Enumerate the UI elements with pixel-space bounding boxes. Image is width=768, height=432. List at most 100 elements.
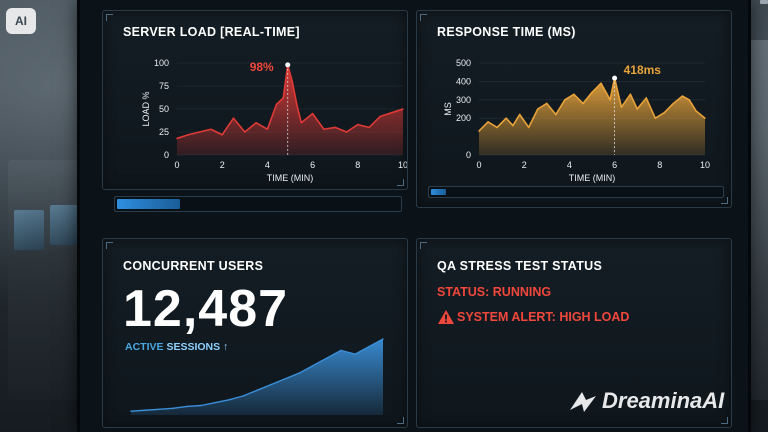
data-point <box>609 99 611 101</box>
annotation-point <box>285 62 291 68</box>
response-time-progress-fill <box>431 189 446 195</box>
x-tick-label: 6 <box>310 160 315 170</box>
ai-badge: AI <box>6 8 36 34</box>
qa-status-title: QA STRESS TEST STATUS <box>437 259 603 273</box>
data-point <box>636 108 638 110</box>
data-point <box>256 389 258 392</box>
data-point <box>282 97 285 99</box>
y-tick-label: 0 <box>466 150 471 160</box>
data-point <box>487 121 489 123</box>
x-tick-label: 2 <box>522 160 527 170</box>
series-area <box>131 339 383 415</box>
data-point <box>198 131 201 133</box>
arrow-up-icon: ↑ <box>223 341 229 353</box>
data-point <box>357 123 359 126</box>
data-point <box>300 122 303 124</box>
annotation-label: 98% <box>250 60 274 74</box>
data-point <box>130 410 132 412</box>
data-point <box>645 97 648 99</box>
data-point <box>266 128 269 131</box>
data-point <box>546 102 548 105</box>
series-line <box>478 77 706 132</box>
data-point <box>221 133 223 136</box>
data-point <box>688 99 690 101</box>
data-point <box>158 408 160 411</box>
concurrent-users-count: 12,487 <box>123 280 289 338</box>
data-point <box>354 353 356 355</box>
data-point <box>255 122 257 124</box>
data-point <box>527 126 530 129</box>
data-point <box>379 115 382 118</box>
data-point <box>573 93 575 96</box>
server-load-progress <box>114 196 402 212</box>
data-point <box>242 395 244 397</box>
data-point <box>629 93 632 96</box>
active-sessions-word: SESSIONS <box>166 341 221 353</box>
data-point <box>298 372 300 374</box>
x-tick-label: 6 <box>612 160 617 170</box>
data-point <box>582 102 584 105</box>
data-point <box>654 117 657 119</box>
server-load-chart: 0 25 50 75 100 0 2 4 6 8 10 TIME (MIN) LOAD % 98% <box>141 58 407 183</box>
response-time-chart: 0 200 300 400 500 0 2 4 6 8 10 TIME (MIN) MS 418ms <box>443 58 710 183</box>
data-point <box>663 111 666 114</box>
data-point <box>334 126 336 129</box>
data-point <box>695 110 697 112</box>
y-tick-label: 200 <box>456 113 471 123</box>
data-point <box>564 99 566 101</box>
x-tick-label: 4 <box>567 160 572 170</box>
concurrent-users-panel: CONCURRENT USERS 12,487 ACTIVE SESSIONS … <box>102 238 408 428</box>
x-tick-label: 8 <box>355 160 360 170</box>
server-load-panel: SERVER LOAD [REAL-TIME] 0 25 50 75 100 0 2 4 6 8 1… <box>102 10 408 190</box>
data-point <box>186 405 188 408</box>
data-point <box>187 133 190 136</box>
data-point <box>172 407 174 410</box>
y-tick-label: 300 <box>456 95 471 105</box>
watermark: DreaminaAI <box>568 388 724 414</box>
data-point <box>228 399 230 401</box>
system-alert: SYSTEM ALERT: HIGH LOAD <box>437 309 629 325</box>
x-tick-label: 0 <box>174 160 179 170</box>
status-running-text: STATUS: RUNNING <box>437 285 552 299</box>
data-point <box>591 91 593 94</box>
dreamina-logo-icon <box>570 392 596 412</box>
response-time-panel: RESPONSE TIME (MS) 0 200 300 400 500 0 2 4 6 8 10 T… <box>416 10 732 208</box>
active-sessions-label: ACTIVE SESSIONS ↑ <box>125 341 228 353</box>
y-tick-label: 0 <box>164 150 169 160</box>
data-point <box>704 117 706 119</box>
background-shelf <box>8 160 78 400</box>
data-point <box>284 378 286 380</box>
data-point <box>210 128 212 131</box>
data-point <box>275 103 278 106</box>
data-point <box>536 108 539 110</box>
data-point <box>368 345 370 348</box>
background-screen <box>50 205 80 245</box>
x-tick-label: 10 <box>398 160 407 170</box>
data-point <box>200 404 202 407</box>
concurrent-users-title: CONCURRENT USERS <box>123 259 264 273</box>
x-axis-label: TIME (MIN) <box>569 173 616 183</box>
system-alert-text: SYSTEM ALERT: HIGH LOAD <box>457 310 630 324</box>
y-axis-label: MS <box>443 102 453 116</box>
data-point <box>512 124 514 127</box>
data-point <box>323 128 325 131</box>
data-point <box>270 383 272 386</box>
background-screen <box>14 210 44 250</box>
data-point <box>144 409 146 412</box>
warning-icon <box>438 310 454 324</box>
y-tick-label: 100 <box>154 58 169 68</box>
active-sessions-prefix: ACTIVE <box>125 341 164 353</box>
response-time-progress <box>428 186 724 198</box>
x-tick-label: 0 <box>476 160 481 170</box>
series-area <box>479 78 705 155</box>
annotation-point <box>612 75 618 81</box>
data-point <box>312 364 314 367</box>
dashboard-monitor: SERVER LOAD [REAL-TIME] 0 25 50 75 100 0 2 4 6 8 1… <box>80 0 768 432</box>
y-tick-label: 50 <box>159 104 169 114</box>
data-point <box>340 349 342 352</box>
x-tick-label: 8 <box>657 160 662 170</box>
data-point <box>291 80 294 83</box>
data-point <box>382 338 384 340</box>
data-point <box>311 112 314 115</box>
data-point <box>176 137 178 140</box>
